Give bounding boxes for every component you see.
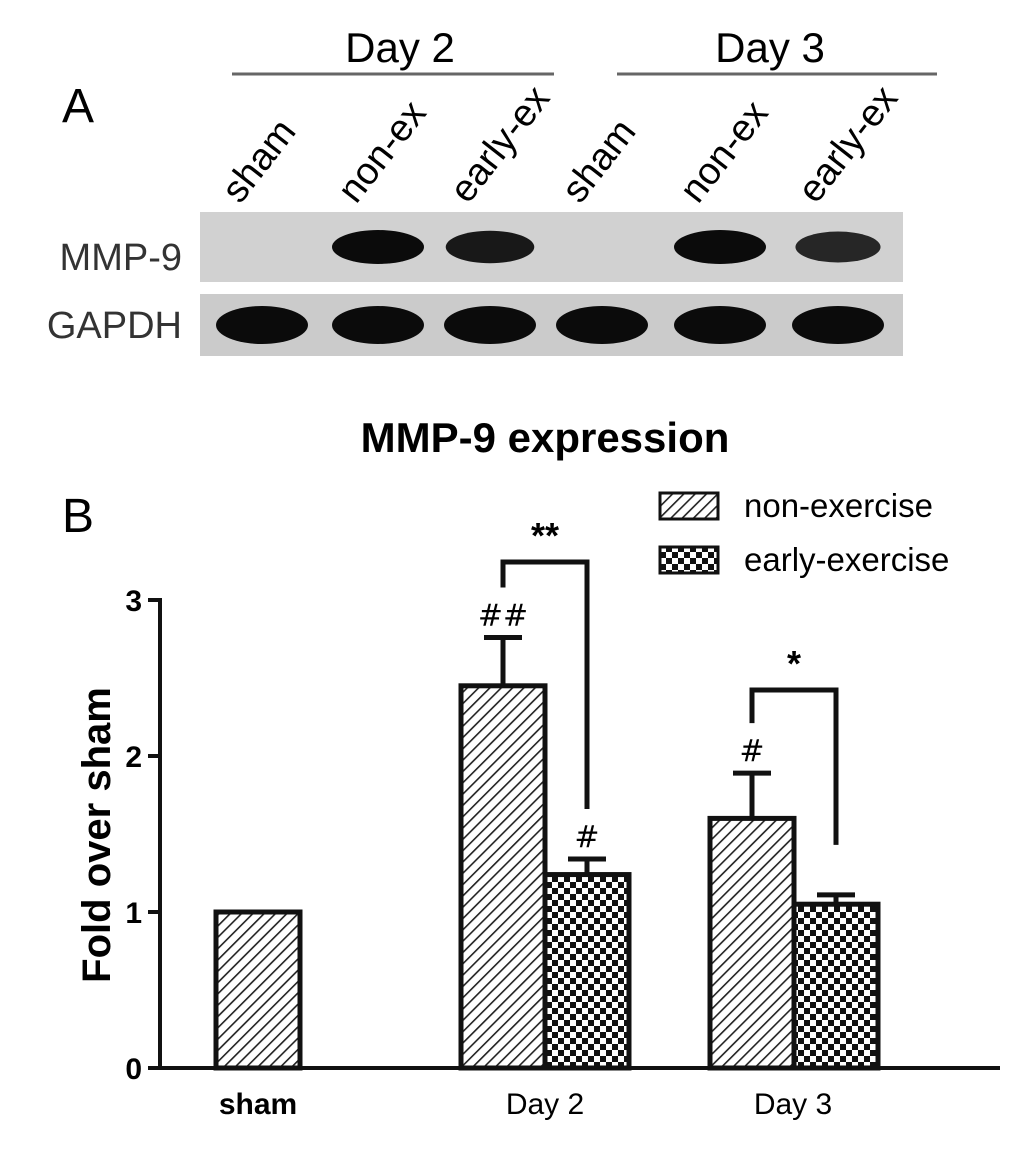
sig-mark-0-1: ## [478, 598, 528, 633]
row-label-gapdh: GAPDH [47, 305, 182, 347]
blot-strip-gapdh [200, 294, 903, 356]
bar-1-1 [542, 872, 632, 1071]
y-axis-label: Fold over sham [75, 687, 119, 983]
lane-label-0: sham [214, 111, 304, 210]
sig-bracket-0 [500, 559, 590, 809]
band-gapdh-1 [332, 306, 424, 344]
x-tick-label-2: Day 3 [754, 1088, 832, 1121]
y-tick-label-2: 2 [125, 741, 142, 774]
x-tick-label-1: Day 2 [506, 1088, 584, 1121]
lane-label-5: early-ex [790, 78, 906, 210]
bar-0-1 [458, 683, 548, 1071]
chart-title: MMP-9 expression [361, 414, 730, 461]
x-tick-label-0: sham [219, 1088, 297, 1121]
band-gapdh-4 [674, 306, 766, 344]
band-gapdh-3 [556, 306, 648, 344]
legend-label-early-exercise: early-exercise [744, 541, 949, 578]
band-mmp-9-2 [445, 230, 535, 264]
y-tick-label-3: 3 [125, 585, 142, 618]
legend-swatch-non-exercise [658, 491, 720, 521]
y-tick-label-1: 1 [125, 897, 142, 930]
band-mmp-9-1 [332, 230, 424, 264]
bar-0-0 [213, 909, 303, 1071]
band-mmp-9-4 [674, 230, 766, 264]
sig-mark-1-1: # [574, 820, 599, 855]
lane-label-4: non-ex [672, 93, 777, 210]
lane-label-2: early-ex [442, 78, 558, 210]
band-gapdh-5 [792, 306, 884, 344]
band-mmp-9-5 [795, 231, 881, 263]
legend-swatch-early-exercise [658, 545, 720, 575]
panel-b-label: B [62, 490, 94, 543]
day-3-header: Day 3 [715, 24, 825, 71]
panel-a-label: A [62, 80, 94, 133]
bar-0-2 [707, 815, 797, 1071]
band-gapdh-0 [216, 306, 308, 344]
lane-label-1: non-ex [330, 93, 435, 210]
row-label-mmp9: MMP-9 [60, 237, 182, 279]
sig-bracket-label-1: * [787, 643, 801, 684]
y-tick-label-0: 0 [125, 1053, 142, 1086]
legend-label-non-exercise: non-exercise [744, 487, 933, 524]
legend: non-exercise early-exercise [658, 487, 949, 578]
blot-bands [216, 230, 884, 344]
lane-label-3: sham [554, 111, 644, 210]
blot-strip-mmp9 [200, 212, 903, 282]
sig-mark-0-2: # [739, 734, 764, 769]
bar-1-2 [791, 901, 881, 1071]
day-2-header: Day 2 [345, 24, 455, 71]
band-gapdh-2 [444, 306, 536, 344]
sig-bracket-1 [749, 687, 839, 845]
sig-bracket-label-0: ** [531, 515, 559, 556]
